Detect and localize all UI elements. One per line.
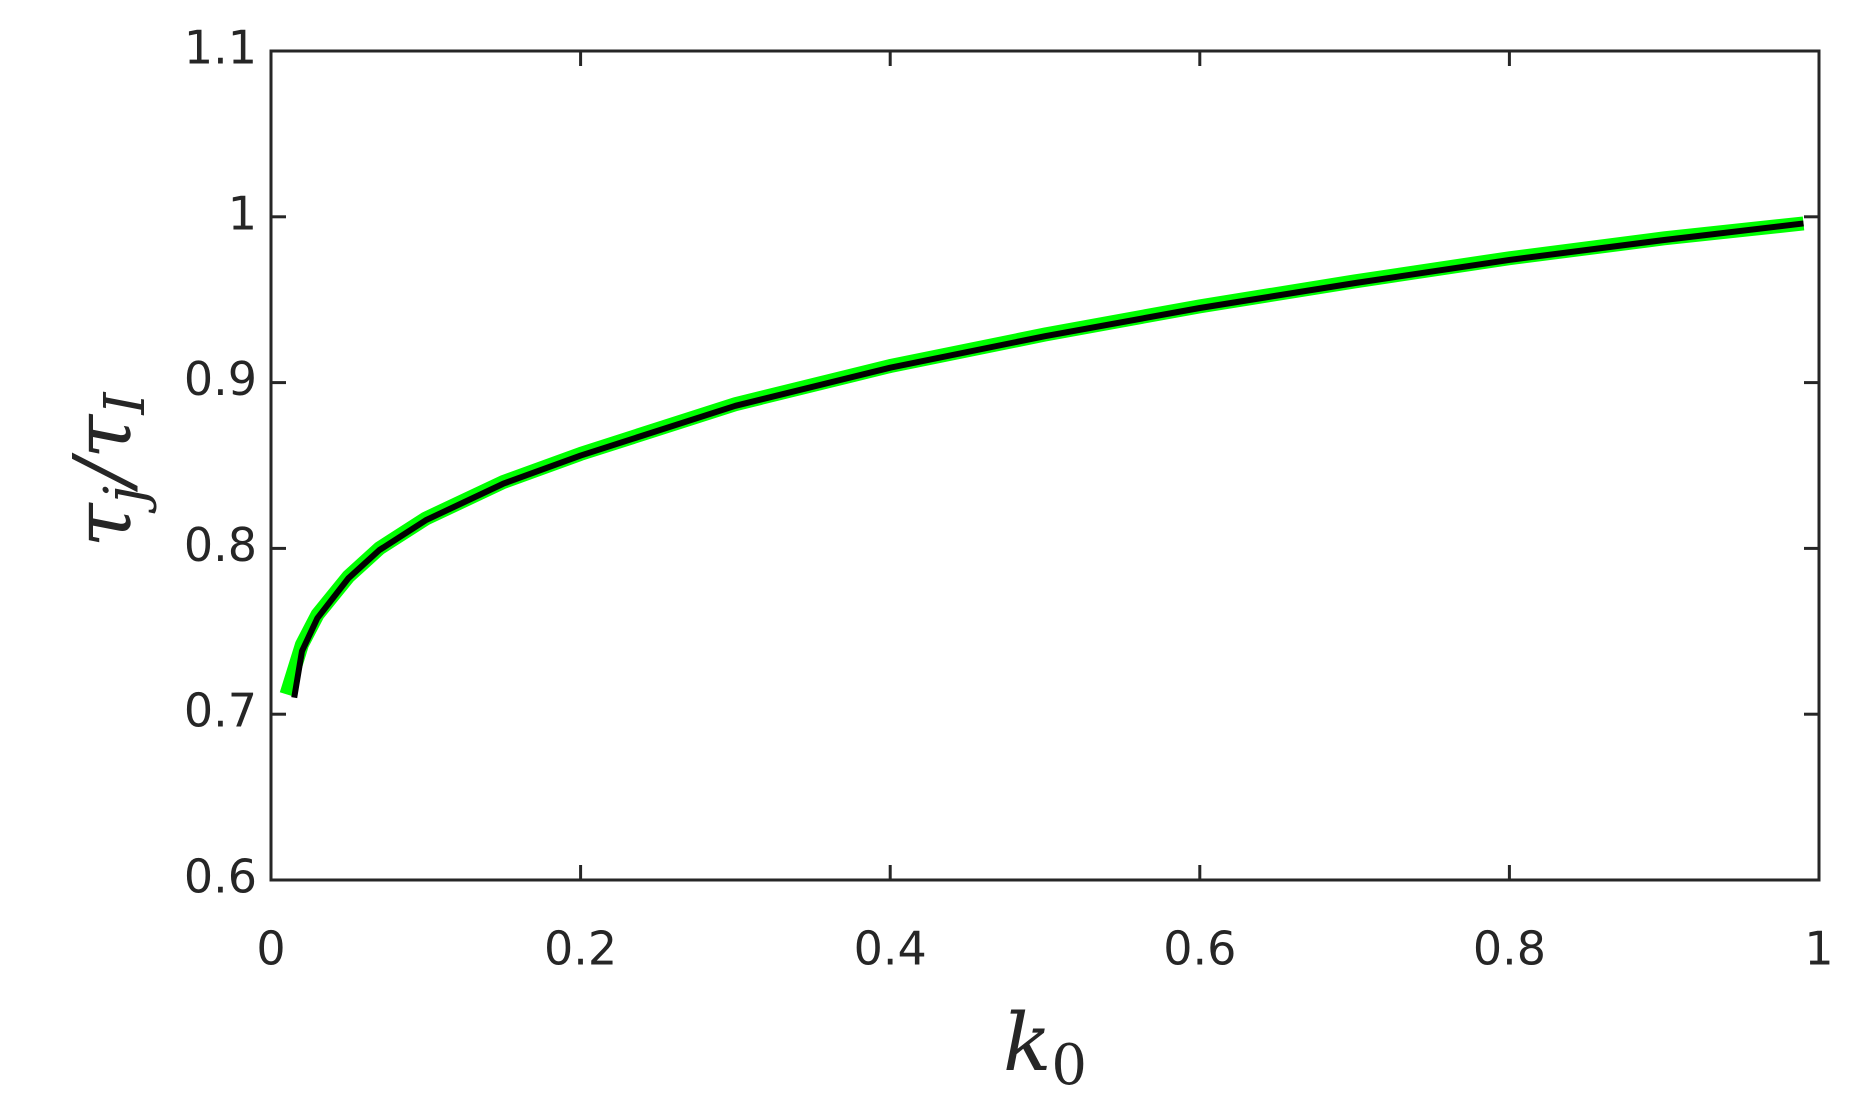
y-label-part: τ [56,501,149,547]
y-tick-label: 0.6 [184,850,257,904]
y-label-sub: I [93,391,158,416]
x-tick-label: 0.2 [544,922,617,976]
y-tick-label: 1 [228,186,257,240]
plot-area [269,49,1821,882]
x-tick-label: 0 [256,922,285,976]
x-tick-label: 0.6 [1163,922,1236,976]
y-tick-label: 0.9 [184,352,257,406]
y-tick-label: 0.7 [184,684,257,738]
x-tick-label: 1 [1804,922,1833,976]
x-label-sub: 0 [1051,1033,1087,1098]
x-tick-label: 0.8 [1473,922,1546,976]
x-tick-label: 0.4 [854,922,927,976]
x-label-main: k [1003,996,1051,1089]
y-label-part: /τ [56,413,149,493]
y-axis-label: τj/τI [56,391,158,548]
line-series [291,220,1804,699]
y-tick-label: 0.8 [184,518,257,572]
x-axis-label: k0 [1003,996,1087,1098]
y-tick-label: 1.1 [184,21,257,75]
